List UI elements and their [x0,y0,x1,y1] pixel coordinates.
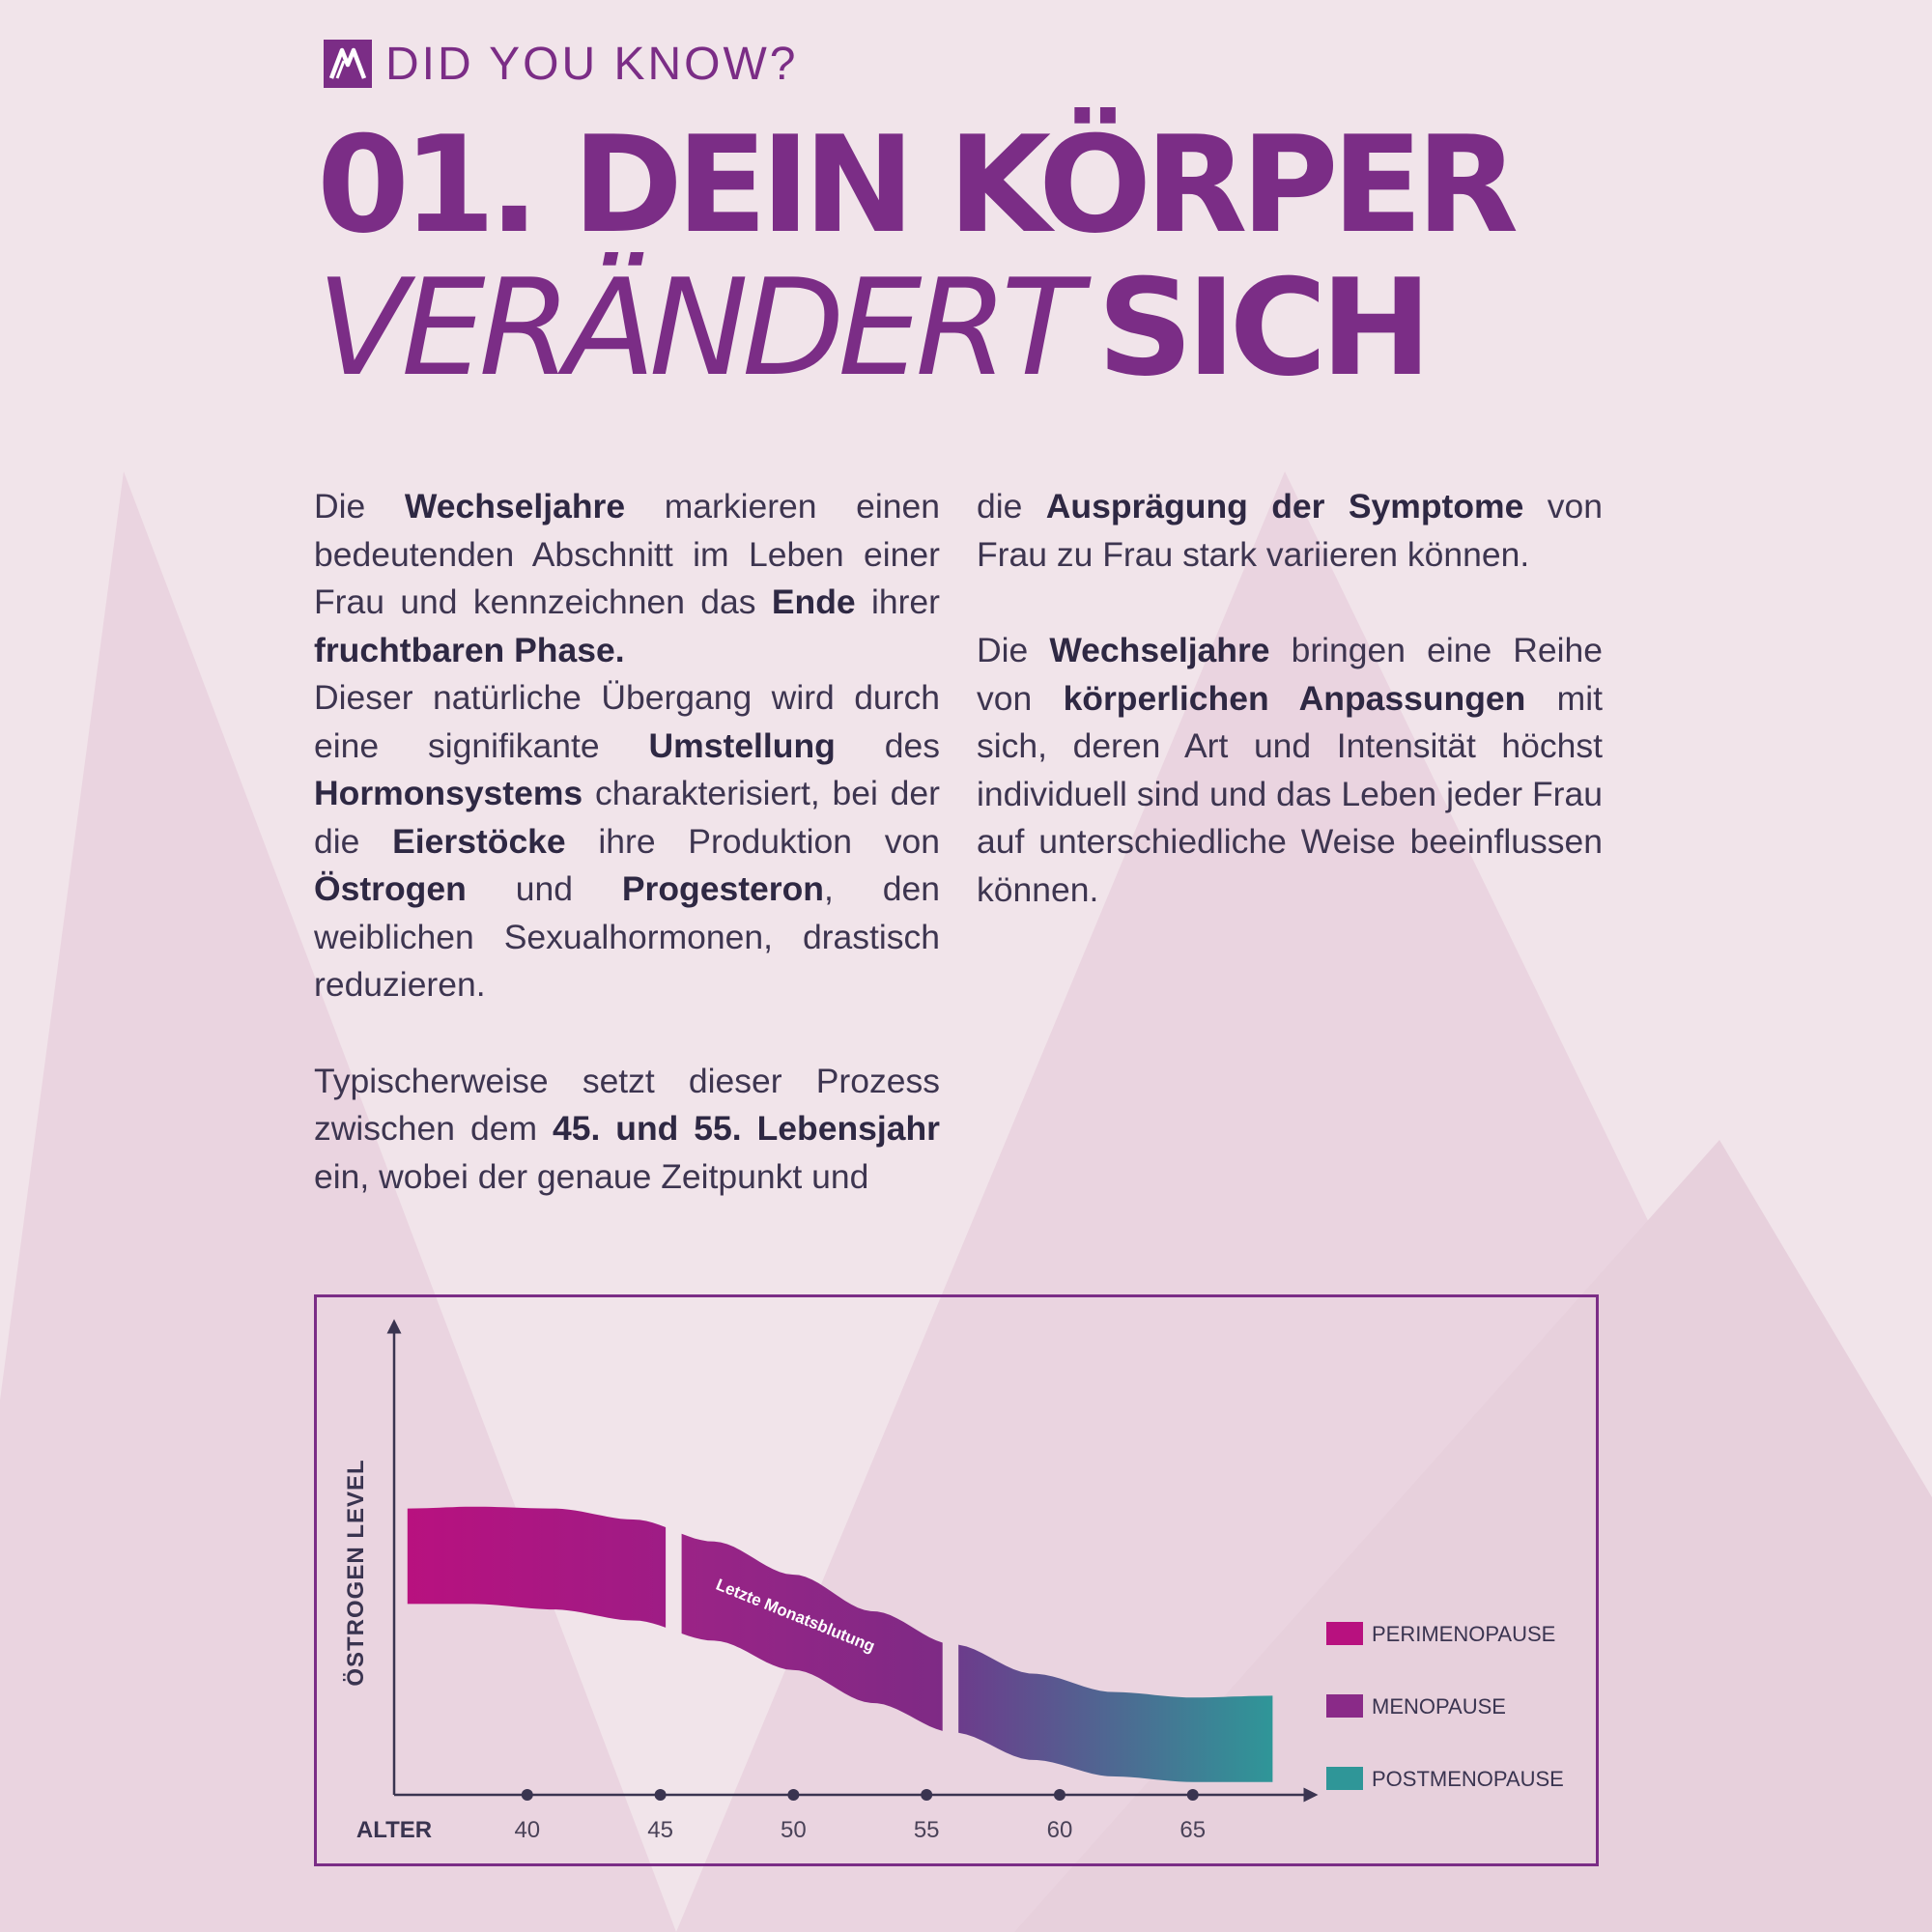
band-postmenopause [958,1644,1273,1782]
estrogen-chart: 40 45 50 55 60 65 ALTER ÖSTROGEN LEVEL Letzte Mo… [314,1294,1599,1866]
x-tick-label: 45 [647,1817,673,1843]
emphasis-text: Ende [771,582,856,621]
text-run: von Frau zu Frau stark variieren können. [977,487,1603,574]
legend-label: PERIMENOPAUSE [1372,1622,1555,1646]
x-tick-dot [921,1789,933,1801]
brand-m-logo-icon [324,40,372,88]
emphasis-text: Hormonsystems [314,774,583,812]
emphasis-text: Umstellung [648,725,836,765]
x-tick-label: 55 [914,1817,940,1843]
body-column-right: die Ausprägung der Symptome von Frau zu … [977,483,1603,914]
text-run: ein, wobei der genaue Zeitpunkt und [314,1156,869,1196]
text-run: , den weiblichen Sexualhormonen, drastis… [314,869,940,1004]
emphasis-text: Progesteron [621,869,824,908]
x-tick-dot [1186,1789,1199,1801]
text-run: mit sich, deren Art und Intensität höchs… [977,678,1603,909]
body-paragraph: Typischerweise setzt dieser Prozess zwis… [314,1058,940,1202]
x-tick-dot [787,1789,800,1801]
legend-swatch [1326,1694,1363,1718]
text-run: und [466,869,622,908]
text-run: charakterisiert, bei der die [314,774,940,861]
legend-label: MENOPAUSE [1372,1694,1506,1719]
did-you-know-kicker: DID YOU KNOW? [324,37,799,91]
text-run: Dieser natürliche Übergang wird durch ei… [314,678,940,765]
text-run: Typischerweise setzt dieser Prozess zwis… [314,1061,940,1149]
headline-bold-word: SICH [1096,250,1433,406]
body-column-left: Die Wechseljahre markieren einen bedeute… [314,483,940,1201]
headline-line-1: 01. DEIN KÖRPER [317,107,1519,263]
body-paragraph: Die Wechseljahre markieren einen bedeute… [314,483,940,674]
band-menopause [681,1533,943,1731]
y-axis-label: ÖSTROGEN LEVEL [343,1459,369,1686]
x-tick-label: 65 [1179,1817,1206,1843]
legend-swatch [1326,1767,1363,1790]
legend-label: POSTMENOPAUSE [1372,1767,1564,1791]
text-run: des [835,725,940,765]
text-run: die [977,487,1046,526]
x-tick-label: 50 [781,1817,807,1843]
headline-italic-word: VERÄNDERT [317,250,1083,406]
headline-line-2: VERÄNDERT SICH [317,257,1512,400]
emphasis-text: Östrogen [314,869,467,908]
text-run: bringen eine Reihe von [977,631,1603,718]
emphasis-text: fruchtbaren Phase. [314,630,625,669]
x-tick-dot [654,1789,667,1801]
body-paragraph: die Ausprägung der Symptome von Frau zu … [977,483,1603,579]
text-run: ihrer [855,582,940,621]
emphasis-text: Wechseljahre [404,487,626,526]
body-paragraph: Die Wechseljahre bringen eine Reihe von … [977,627,1603,914]
emphasis-text: Wechseljahre [1049,631,1270,669]
emphasis-text: 45. und 55. Lebensjahr [552,1109,940,1148]
page-headline: 01. DEIN KÖRPER VERÄNDERT SICH [317,107,1519,400]
body-paragraph: Dieser natürliche Übergang wird durch ei… [314,674,940,1009]
emphasis-text: Eierstöcke [392,821,566,861]
text-run: Die [314,487,405,526]
legend-swatch [1326,1622,1363,1645]
x-tick-label: 40 [514,1817,540,1843]
emphasis-text: Ausprägung der Symptome [1045,487,1524,526]
text-run: markieren einen bedeutenden Abschnitt im… [314,487,940,621]
x-tick-label: 60 [1047,1817,1073,1843]
text-run: ihre Produktion von [565,821,940,861]
x-axis-label: ALTER [356,1817,432,1843]
x-tick-dot [1053,1789,1065,1801]
band-perimenopause [407,1506,667,1628]
x-tick-dot [521,1789,533,1801]
emphasis-text: körperlichen Anpassungen [1063,678,1526,718]
text-run: Die [977,631,1050,669]
kicker-text: DID YOU KNOW? [385,38,799,90]
